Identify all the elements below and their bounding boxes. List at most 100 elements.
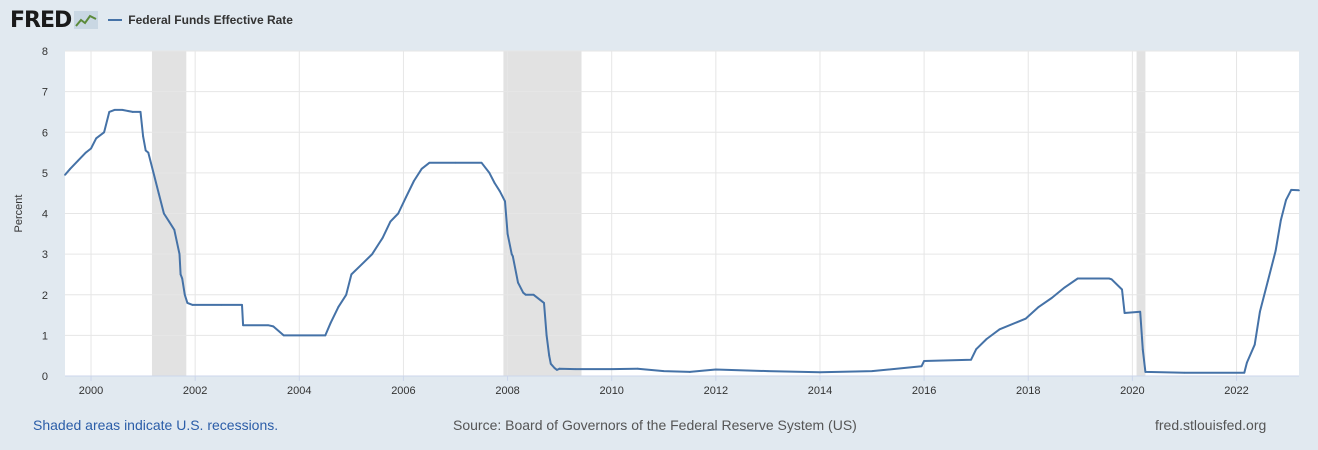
- data-point: [144, 149, 147, 152]
- data-point: [610, 368, 613, 370]
- data-point: [142, 135, 145, 138]
- data-point: [412, 180, 415, 182]
- legend-series-label: Federal Funds Effective Rate: [128, 13, 293, 27]
- data-point: [1050, 297, 1053, 299]
- y-tick-label: 3: [42, 249, 48, 261]
- data-point: [381, 236, 384, 239]
- data-point: [1076, 277, 1079, 280]
- data-point: [543, 301, 545, 304]
- data-point: [360, 263, 363, 266]
- x-tick-label: 2000: [79, 385, 103, 397]
- data-point: [1253, 343, 1256, 346]
- data-point: [767, 370, 769, 373]
- data-point: [1285, 199, 1287, 201]
- data-point: [163, 212, 165, 215]
- fred-logo[interactable]: FRED: [10, 7, 72, 33]
- data-point: [152, 171, 155, 174]
- data-point: [558, 367, 561, 370]
- data-point: [480, 161, 483, 164]
- data-point: [173, 228, 176, 231]
- data-point: [69, 167, 72, 170]
- data-point: [324, 334, 327, 337]
- data-point: [1108, 277, 1110, 280]
- data-point: [714, 368, 717, 371]
- data-point: [553, 366, 556, 369]
- data-point: [139, 111, 142, 113]
- data-point: [636, 367, 639, 370]
- y-tick-label: 4: [42, 209, 48, 221]
- y-axis-label: Percent: [13, 195, 25, 233]
- data-point: [64, 174, 66, 176]
- data-point: [524, 293, 527, 296]
- data-point: [970, 358, 972, 361]
- data-point: [168, 220, 171, 223]
- data-point: [345, 293, 348, 296]
- data-point: [282, 334, 285, 337]
- x-tick-label: 2004: [287, 385, 311, 397]
- data-point: [186, 301, 189, 304]
- data-point: [548, 354, 551, 357]
- data-point: [350, 273, 353, 276]
- legend-swatch: [108, 19, 123, 21]
- data-point: [267, 324, 269, 327]
- data-point: [389, 220, 392, 223]
- data-point: [1037, 306, 1040, 308]
- data-point: [493, 182, 496, 184]
- data-point: [405, 196, 407, 199]
- data-point: [113, 109, 116, 111]
- data-point: [329, 322, 332, 325]
- data-point: [506, 232, 509, 235]
- data-point: [1123, 312, 1126, 314]
- data-point: [90, 147, 92, 150]
- x-tick-label: 2010: [599, 385, 623, 397]
- x-tick-label: 2020: [1120, 385, 1144, 397]
- x-tick-label: 2018: [1016, 385, 1040, 397]
- series-line: [64, 108, 1300, 374]
- y-tick-label: 1: [42, 330, 48, 342]
- data-point: [242, 324, 244, 327]
- data-point: [545, 334, 548, 337]
- data-point: [1246, 361, 1248, 364]
- x-tick-label: 2002: [183, 385, 207, 397]
- x-tick-label: 2006: [391, 385, 415, 397]
- data-point: [108, 111, 111, 113]
- site-url[interactable]: fred.stlouisfed.org: [1155, 417, 1267, 433]
- data-point: [103, 131, 105, 134]
- data-point: [504, 200, 506, 203]
- data-point: [428, 161, 431, 164]
- source-note: Source: Board of Governors of the Federa…: [453, 417, 857, 433]
- x-tick-label: 2016: [912, 385, 936, 397]
- data-point: [517, 281, 519, 284]
- data-point: [95, 137, 98, 140]
- data-point: [241, 304, 243, 306]
- data-point: [488, 171, 491, 174]
- data-point: [131, 111, 134, 113]
- data-point: [84, 151, 87, 154]
- fred-graph-icon: [74, 11, 99, 29]
- data-point: [147, 151, 150, 154]
- data-point: [272, 325, 275, 328]
- data-point: [1024, 317, 1027, 320]
- data-point: [1266, 280, 1269, 283]
- data-point: [157, 192, 160, 195]
- data-point: [1298, 189, 1300, 192]
- chart-legend: Federal Funds Effective Rate: [108, 13, 293, 27]
- data-point: [1243, 371, 1246, 374]
- data-point: [371, 253, 374, 256]
- line-chart: 0 1 2 3 4 5 6 7 8 2000 2002 2004 2006 2008 2010 2012 201…: [13, 46, 1300, 397]
- recession-note-link[interactable]: Shaded areas indicate U.S. recessions.: [33, 417, 279, 433]
- y-tick-label: 6: [42, 127, 48, 139]
- x-tick-label: 2022: [1224, 385, 1248, 397]
- data-point: [998, 328, 1001, 331]
- data-point: [181, 277, 184, 280]
- data-point: [1139, 310, 1142, 313]
- data-point: [397, 212, 400, 215]
- x-tick-label: 2012: [704, 385, 728, 397]
- data-point: [510, 253, 513, 256]
- data-point: [420, 167, 423, 170]
- data-point: [178, 253, 181, 256]
- data-point: [1110, 278, 1113, 281]
- data-point: [1144, 371, 1147, 373]
- data-point: [574, 368, 577, 370]
- data-point: [1290, 189, 1293, 191]
